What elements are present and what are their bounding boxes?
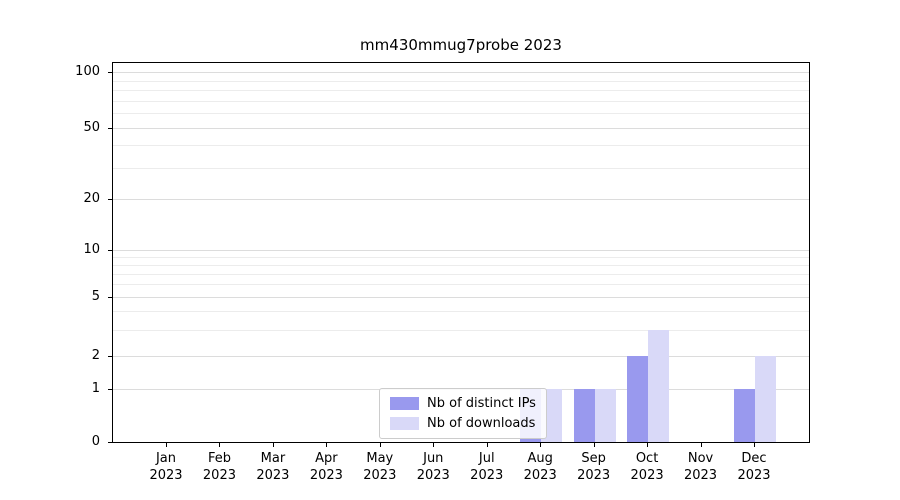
x-tick-label: Oct 2023	[630, 451, 664, 483]
y-tick-label: 2	[91, 347, 100, 363]
legend: Nb of distinct IPs Nb of downloads	[379, 388, 547, 439]
gridline-minor	[113, 167, 809, 169]
y-tick-mark	[108, 128, 112, 129]
x-tick-mark	[487, 443, 488, 447]
x-tick-mark	[594, 443, 595, 447]
y-tick-mark	[108, 442, 112, 443]
legend-item-downloads: Nb of downloads	[390, 416, 536, 431]
x-tick-mark	[754, 443, 755, 447]
bar-downloads	[648, 330, 669, 442]
y-tick-label: 20	[83, 191, 100, 207]
bar-distinct-ips	[627, 356, 648, 442]
x-tick-label: Feb 2023	[202, 451, 236, 483]
gridline-minor	[113, 284, 809, 286]
gridline-minor	[113, 113, 809, 115]
gridline-major	[113, 296, 809, 298]
gridline-minor	[113, 90, 809, 92]
gridline-major	[113, 199, 809, 201]
x-tick-mark	[166, 443, 167, 447]
chart-title: mm430mmug7probe 2023	[360, 36, 562, 54]
y-tick-mark	[108, 356, 112, 357]
gridline-minor	[113, 311, 809, 313]
gridline-major	[113, 72, 809, 74]
x-tick-label: Aug 2023	[523, 451, 557, 483]
x-tick-mark	[701, 443, 702, 447]
gridline-minor	[113, 264, 809, 266]
legend-label-distinct-ips: Nb of distinct IPs	[427, 396, 536, 411]
bar-distinct-ips	[734, 389, 755, 442]
x-tick-label: Nov 2023	[683, 451, 718, 483]
y-tick-mark	[108, 389, 112, 390]
legend-label-downloads: Nb of downloads	[427, 416, 536, 431]
gridline-minor	[113, 274, 809, 276]
x-tick-mark	[326, 443, 327, 447]
x-tick-label: Apr 2023	[309, 451, 343, 483]
legend-swatch-distinct-ips-icon	[390, 397, 419, 410]
gridline-minor	[113, 100, 809, 102]
bar-downloads	[755, 356, 776, 442]
gridline-major	[113, 355, 809, 357]
x-tick-label: May 2023	[363, 451, 397, 483]
gridline-minor	[113, 256, 809, 258]
bar-downloads	[595, 389, 616, 442]
x-tick-label: Jun 2023	[416, 451, 450, 483]
gridline-major	[113, 127, 809, 129]
gridline-minor	[113, 80, 809, 82]
x-tick-mark	[433, 443, 434, 447]
x-tick-label: Mar 2023	[256, 451, 290, 483]
y-tick-mark	[108, 297, 112, 298]
y-tick-mark	[108, 250, 112, 251]
y-tick-mark	[108, 199, 112, 200]
y-tick-label: 10	[83, 241, 100, 257]
x-tick-label: Sep 2023	[577, 451, 611, 483]
x-tick-label: Dec 2023	[737, 451, 771, 483]
legend-swatch-downloads-icon	[390, 417, 419, 430]
gridline-major	[113, 249, 809, 251]
x-tick-label: Jan 2023	[149, 451, 183, 483]
y-tick-label: 5	[91, 288, 100, 304]
gridline-minor	[113, 145, 809, 147]
x-tick-label: Jul 2023	[470, 451, 504, 483]
y-tick-label: 1	[91, 381, 100, 397]
y-tick-label: 0	[91, 434, 100, 449]
y-tick-label: 50	[83, 119, 100, 135]
x-tick-mark	[380, 443, 381, 447]
y-tick-mark	[108, 72, 112, 73]
legend-item-distinct-ips: Nb of distinct IPs	[390, 396, 536, 411]
x-tick-mark	[647, 443, 648, 447]
x-tick-mark	[219, 443, 220, 447]
gridline-minor	[113, 329, 809, 331]
plot-area: Nb of distinct IPs Nb of downloads	[112, 62, 810, 443]
x-tick-mark	[273, 443, 274, 447]
y-tick-label: 100	[75, 64, 100, 80]
x-tick-mark	[540, 443, 541, 447]
bar-distinct-ips	[574, 389, 595, 442]
